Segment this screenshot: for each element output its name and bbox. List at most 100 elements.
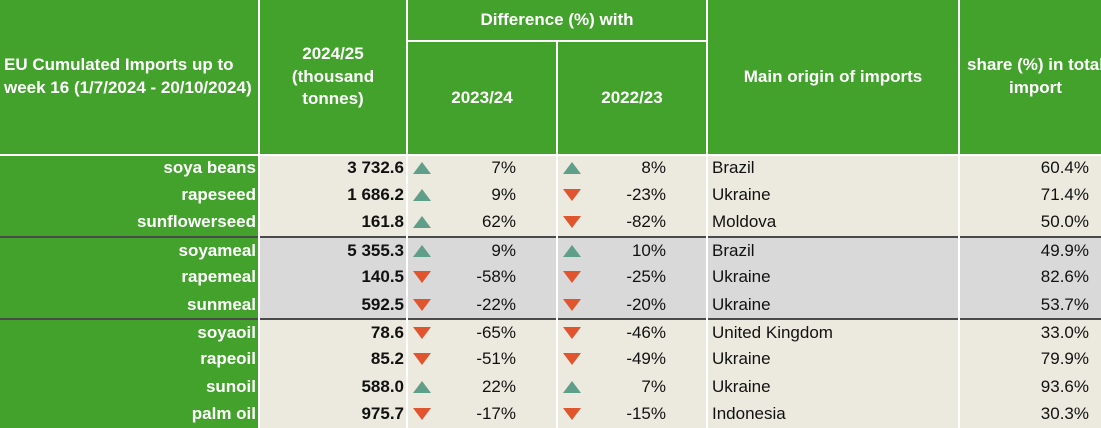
row-change-2022-23: -15%: [558, 400, 706, 428]
row-origin: Ukraine: [708, 290, 958, 319]
change-value: -51%: [476, 349, 516, 369]
arrow-down-icon: [563, 216, 581, 229]
change-value: -20%: [626, 294, 666, 314]
header-origin: Main origin of imports: [708, 0, 958, 154]
arrow-down-icon: [413, 408, 431, 421]
row-name: rapeoil: [0, 345, 258, 374]
header-title: EU Cumulated Imports up to week 16 (1/7/…: [0, 0, 258, 154]
row-value: 592.5: [260, 290, 406, 319]
row-name: soya beans: [0, 154, 258, 182]
row-share: 30.3%: [960, 400, 1101, 428]
row-change-2023-24: 62%: [408, 208, 556, 237]
row-change-2023-24: -65%: [408, 318, 556, 346]
change-value: 7%: [641, 376, 666, 396]
row-value: 161.8: [260, 208, 406, 237]
row-change-2023-24: -58%: [408, 263, 556, 291]
change-value: -49%: [626, 349, 666, 369]
row-value: 1 686.2: [260, 181, 406, 209]
row-change-2022-23: 10%: [558, 236, 706, 264]
row-share: 33.0%: [960, 318, 1101, 346]
row-share: 50.0%: [960, 208, 1101, 237]
arrow-up-icon: [563, 161, 581, 174]
row-name: soyameal: [0, 236, 258, 264]
row-origin: United Kingdom: [708, 318, 958, 346]
row-origin: Ukraine: [708, 181, 958, 209]
row-change-2023-24: -17%: [408, 400, 556, 428]
change-value: -25%: [626, 267, 666, 287]
row-change-2023-24: -51%: [408, 345, 556, 374]
change-value: 10%: [631, 240, 666, 260]
row-value: 140.5: [260, 263, 406, 291]
header-year-2022-23: 2022/23: [558, 42, 706, 154]
row-change-2022-23: -82%: [558, 208, 706, 237]
row-value: 588.0: [260, 373, 406, 401]
arrow-down-icon: [563, 327, 581, 340]
row-name: soyaoil: [0, 318, 258, 346]
row-share: 49.9%: [960, 236, 1101, 264]
change-value: -82%: [626, 212, 666, 232]
row-change-2022-23: 8%: [558, 154, 706, 182]
change-value: -17%: [476, 404, 516, 424]
change-value: -65%: [476, 323, 516, 343]
row-share: 60.4%: [960, 154, 1101, 182]
row-value: 5 355.3: [260, 236, 406, 264]
row-origin: Moldova: [708, 208, 958, 237]
change-value: -23%: [626, 185, 666, 205]
header-value-column: 2024/25 (thousand tonnes): [260, 0, 406, 154]
row-share: 82.6%: [960, 263, 1101, 291]
row-change-2022-23: -20%: [558, 290, 706, 319]
header-difference: Difference (%) with: [408, 0, 706, 42]
change-value: -58%: [476, 267, 516, 287]
row-change-2022-23: -49%: [558, 345, 706, 374]
arrow-up-icon: [413, 216, 431, 229]
arrow-down-icon: [413, 327, 431, 340]
row-change-2023-24: 7%: [408, 154, 556, 182]
row-share: 53.7%: [960, 290, 1101, 319]
row-origin: Brazil: [708, 154, 958, 182]
arrow-down-icon: [413, 271, 431, 284]
arrow-down-icon: [563, 271, 581, 284]
row-origin: Indonesia: [708, 400, 958, 428]
row-name: palm oil: [0, 400, 258, 428]
arrow-up-icon: [563, 380, 581, 393]
row-change-2023-24: 9%: [408, 236, 556, 264]
row-change-2022-23: -46%: [558, 318, 706, 346]
change-value: -46%: [626, 323, 666, 343]
row-value: 975.7: [260, 400, 406, 428]
row-change-2023-24: 9%: [408, 181, 556, 209]
row-change-2022-23: 7%: [558, 373, 706, 401]
row-value: 78.6: [260, 318, 406, 346]
row-value: 85.2: [260, 345, 406, 374]
row-value: 3 732.6: [260, 154, 406, 182]
change-value: 22%: [481, 376, 516, 396]
change-value: -22%: [476, 294, 516, 314]
change-value: 62%: [481, 212, 516, 232]
arrow-up-icon: [563, 244, 581, 257]
arrow-down-icon: [563, 189, 581, 202]
row-origin: Brazil: [708, 236, 958, 264]
row-change-2022-23: -25%: [558, 263, 706, 291]
arrow-down-icon: [563, 298, 581, 311]
header-divider: [0, 154, 1101, 156]
change-value: 8%: [641, 157, 666, 177]
header-share: share (%) in total import: [960, 0, 1101, 154]
row-change-2022-23: -23%: [558, 181, 706, 209]
row-name: rapemeal: [0, 263, 258, 291]
arrow-down-icon: [563, 353, 581, 366]
row-share: 93.6%: [960, 373, 1101, 401]
change-value: 9%: [491, 185, 516, 205]
row-share: 79.9%: [960, 345, 1101, 374]
row-name: rapeseed: [0, 181, 258, 209]
arrow-up-icon: [413, 189, 431, 202]
arrow-down-icon: [413, 353, 431, 366]
change-value: 9%: [491, 240, 516, 260]
arrow-up-icon: [413, 380, 431, 393]
arrow-down-icon: [413, 298, 431, 311]
header-year-2023-24: 2023/24: [408, 42, 556, 154]
row-change-2023-24: -22%: [408, 290, 556, 319]
change-value: -15%: [626, 404, 666, 424]
arrow-up-icon: [413, 244, 431, 257]
row-name: sunflowerseed: [0, 208, 258, 237]
row-share: 71.4%: [960, 181, 1101, 209]
